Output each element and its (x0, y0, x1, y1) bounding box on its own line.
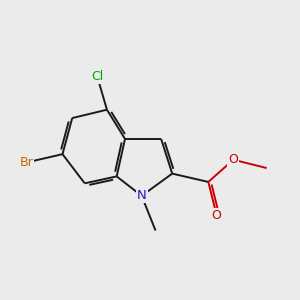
Text: Cl: Cl (91, 70, 103, 83)
Text: O: O (228, 153, 238, 166)
Text: Br: Br (20, 156, 33, 169)
Text: O: O (212, 209, 222, 222)
Text: N: N (137, 189, 146, 202)
